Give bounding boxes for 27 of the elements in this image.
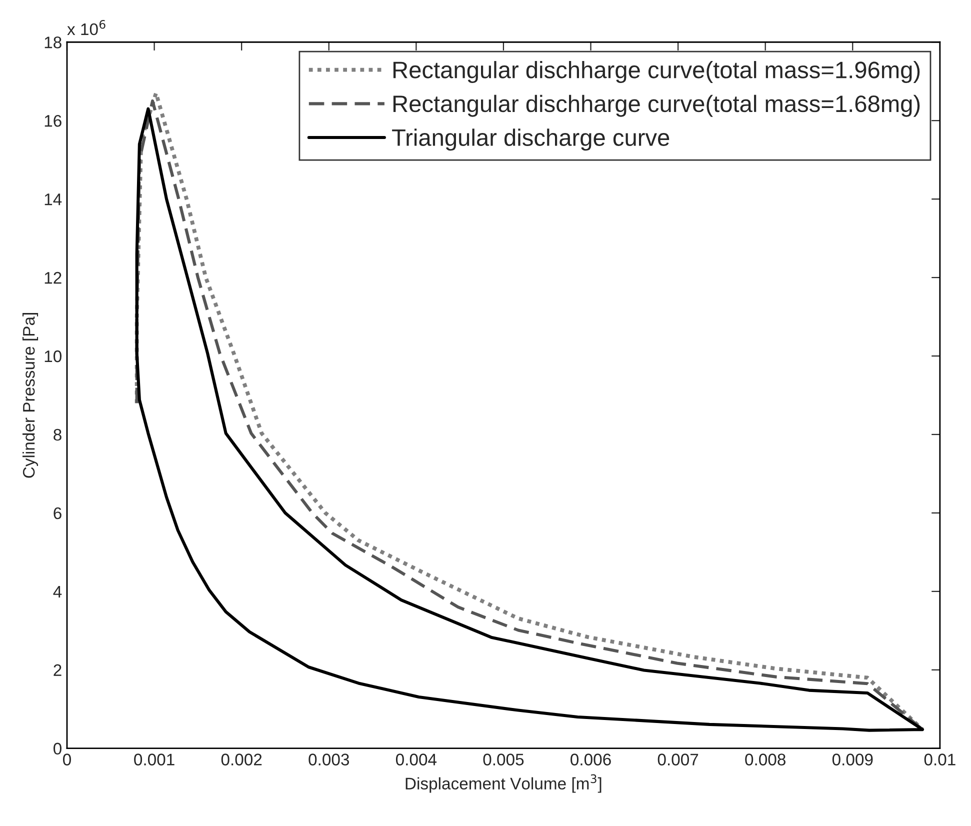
y-tick-label: 2 — [54, 664, 62, 676]
y-axis-title: Cylinder Pressure [Pa] — [22, 313, 38, 478]
x-tick-label: 0.001 — [134, 754, 174, 766]
x-tick-label: 0.006 — [570, 754, 611, 766]
y-tick-label: 16 — [44, 114, 62, 127]
y-tick-label: 18 — [44, 36, 62, 48]
x-tick-label: 0 — [63, 754, 71, 766]
y-tick-label: 12 — [44, 272, 62, 284]
x-tick-label: 0.003 — [308, 754, 349, 766]
y-tick-label: 10 — [44, 350, 62, 362]
legend-label: Triangular discharge curve — [392, 128, 670, 151]
y-tick-label: 4 — [53, 586, 62, 598]
x-axis-title: Displacement Volume [m$^{3}$] — [406, 774, 602, 793]
x-tick-label: 0.005 — [483, 754, 524, 766]
legend-label: Rectangular dischharge curve(total mass=1.96mg) — [393, 61, 920, 84]
y-tick-label: 0 — [54, 742, 62, 755]
x-tick-label: 0.009 — [832, 754, 873, 766]
x-tick-label: 0.002 — [221, 754, 262, 766]
y-tick-label: 14 — [44, 194, 62, 206]
x-tick-label: 0.004 — [396, 754, 437, 766]
text: x 10$^{6}$ — [67, 20, 106, 36]
y-tick-label: 6 — [54, 507, 62, 520]
x-tick-label: 0.007 — [658, 754, 698, 766]
x-tick-label: 0.01 — [924, 754, 956, 766]
y-tick-label: 8 — [54, 428, 62, 441]
legend-label: Rectangular dischharge curve(total mass=1.68mg) — [393, 94, 920, 117]
x-tick-label: 0.008 — [745, 754, 786, 766]
